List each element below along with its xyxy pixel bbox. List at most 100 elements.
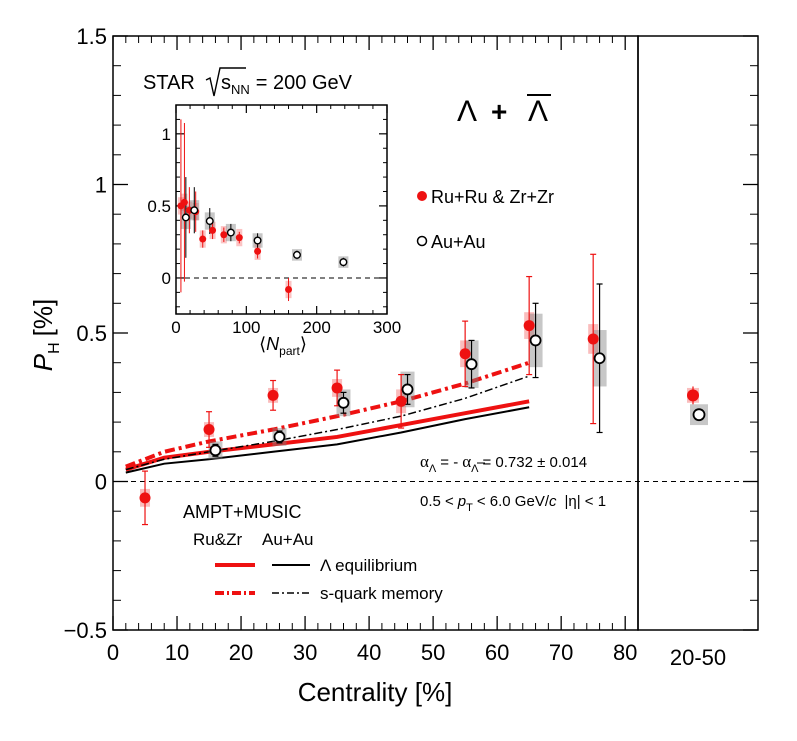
svg-text:⟨Npart⟩: ⟨Npart⟩ xyxy=(259,334,307,358)
kin-c: c xyxy=(549,493,557,510)
model-legend-title: AMPT+MUSIC xyxy=(183,502,302,522)
y-tick-label: −0.5 xyxy=(64,618,107,643)
inset-point-ruzr xyxy=(254,247,262,255)
alpha-subscript-a: Λ xyxy=(429,463,437,475)
integrated-point-ruzr xyxy=(687,389,699,402)
inset-y-tick-label: 0.5 xyxy=(147,197,171,216)
legend-marker-ruzr xyxy=(417,191,427,201)
inset-point-auau xyxy=(181,213,190,222)
alpha-subscript-b: Λ xyxy=(471,463,479,475)
particle-label: Λ + Λ xyxy=(457,94,551,128)
svg-text:STAR: STAR xyxy=(143,72,195,94)
legend-label-auau: Au+Au xyxy=(431,232,486,252)
y-axis-subscript: H xyxy=(46,342,63,354)
model-curves xyxy=(125,360,530,474)
inset-axis-ticks: 0 100 200 300 0 0.5 1 xyxy=(147,104,401,337)
model-curve xyxy=(125,360,530,469)
integrated-category-label: 20-50 xyxy=(670,645,726,670)
inset-point-auau xyxy=(339,258,348,267)
data-point-ruzr xyxy=(587,333,599,345)
svg-text:αΛ= -αΛ= 0.732 ± 0.014: αΛ = - αΛ = 0.732 ± 0.014 xyxy=(420,452,587,475)
legend-label-squark: s-quark memory xyxy=(320,584,443,603)
inset-point-ruzr xyxy=(285,285,293,293)
y-tick-label: 0.5 xyxy=(76,321,107,346)
experiment-label: STAR sNN = 200 GeV xyxy=(143,67,353,97)
inset-x-tick-label: 300 xyxy=(373,318,401,337)
x-tick-label: 70 xyxy=(549,640,573,665)
y-tick-label: 1.5 xyxy=(76,24,107,49)
x-tick-label: 50 xyxy=(421,640,445,665)
data-point-auau xyxy=(209,444,222,457)
data-point-auau xyxy=(465,358,478,371)
alpha-value: = 0.732 ± 0.014 xyxy=(483,454,588,471)
inset-y-tick-label: 1 xyxy=(162,125,171,144)
model-curve xyxy=(125,399,530,472)
inset-x-open-bracket: ⟨ xyxy=(259,334,266,354)
x-axis-title: Centrality [%] xyxy=(298,677,453,707)
x-tick-label: 80 xyxy=(613,640,637,665)
legend-marker-auau xyxy=(416,235,428,247)
inset-x-tick-label: 200 xyxy=(302,318,330,337)
sqrt-subscript: NN xyxy=(231,82,250,97)
inset-point-ruzr xyxy=(180,198,188,206)
data-point-ruzr xyxy=(267,389,279,401)
sqrt-s: s xyxy=(221,72,231,94)
data-point-ruzr xyxy=(459,348,471,360)
inset-x-subscript: part xyxy=(279,344,300,358)
lambda-symbol: Λ xyxy=(457,95,477,128)
svg-text:sNN= 200 GeV: sNN = 200 GeV xyxy=(221,72,353,97)
y-tick-label: 1 xyxy=(95,173,107,198)
inset-x-symbol: N xyxy=(266,334,280,354)
inset-y-tick-label: 0 xyxy=(162,269,171,288)
alpha-symbol-a: α xyxy=(420,452,429,471)
inset-point-auau xyxy=(226,228,235,237)
x-tick-label: 20 xyxy=(229,640,253,665)
kin-pre: 0.5 < xyxy=(420,493,454,510)
data-point-ruzr xyxy=(523,320,535,332)
energy-label: = 200 GeV xyxy=(256,72,353,94)
model-legend-col-auau: Au+Au xyxy=(262,530,314,549)
inset-plot-frame xyxy=(175,104,388,315)
main-axis-ticks: 0 10 20 30 40 50 60 70 80−0.500.511.5 xyxy=(64,24,758,665)
inset-x-close-bracket: ⟩ xyxy=(300,334,307,354)
data-point-ruzr xyxy=(331,382,343,394)
inset-point-auau xyxy=(190,206,199,215)
anti-lambda-symbol: Λ xyxy=(528,95,548,128)
x-tick-label: 30 xyxy=(293,640,317,665)
alpha-annotation: αΛ = - αΛ = 0.732 ± 0.014 xyxy=(420,452,587,475)
inset-point-auau xyxy=(292,250,301,259)
y-axis-unit: [%] xyxy=(28,299,58,337)
alpha-symbol-b: α xyxy=(462,452,471,471)
x-tick-label: 60 xyxy=(485,640,509,665)
data-point-auau xyxy=(593,352,606,365)
data-point-auau xyxy=(529,334,542,347)
inset-x-tick-label: 0 xyxy=(171,318,180,337)
y-tick-label: 0 xyxy=(95,470,107,495)
inset-point-ruzr xyxy=(235,234,243,242)
alpha-equals: = - xyxy=(440,454,458,471)
x-tick-label: 0 xyxy=(107,640,119,665)
inset-point-ruzr xyxy=(209,226,217,234)
inset-point-auau xyxy=(253,236,262,245)
x-tick-label: 10 xyxy=(165,640,189,665)
model-legend-col-ruzr: Ru&Zr xyxy=(193,530,242,549)
inset-x-axis-title: ⟨Npart⟩ xyxy=(259,334,307,358)
kin-p: p xyxy=(457,493,466,510)
legend-label-ruzr: Ru+Ru & Zr+Zr xyxy=(431,187,554,207)
experiment-name: STAR xyxy=(143,72,195,94)
data-points xyxy=(139,320,706,504)
inset-point-ruzr xyxy=(220,231,228,239)
data-point-auau xyxy=(401,383,414,396)
data-point-auau xyxy=(273,431,286,443)
integrated-plot-frame xyxy=(637,35,759,631)
inset-point-ruzr xyxy=(199,235,207,243)
kin-range: < 6.0 GeV/ xyxy=(477,493,550,510)
kin-eta: |η| < 1 xyxy=(565,493,607,510)
x-tick-label: 40 xyxy=(357,640,381,665)
svg-text:PH[%]: PH [%] xyxy=(28,299,63,371)
inset-x-tick-label: 100 xyxy=(232,318,260,337)
model-curve xyxy=(125,375,530,471)
inset-data-points xyxy=(177,198,348,293)
data-legend: Ru+Ru & Zr+Zr Au+Au xyxy=(416,187,554,252)
